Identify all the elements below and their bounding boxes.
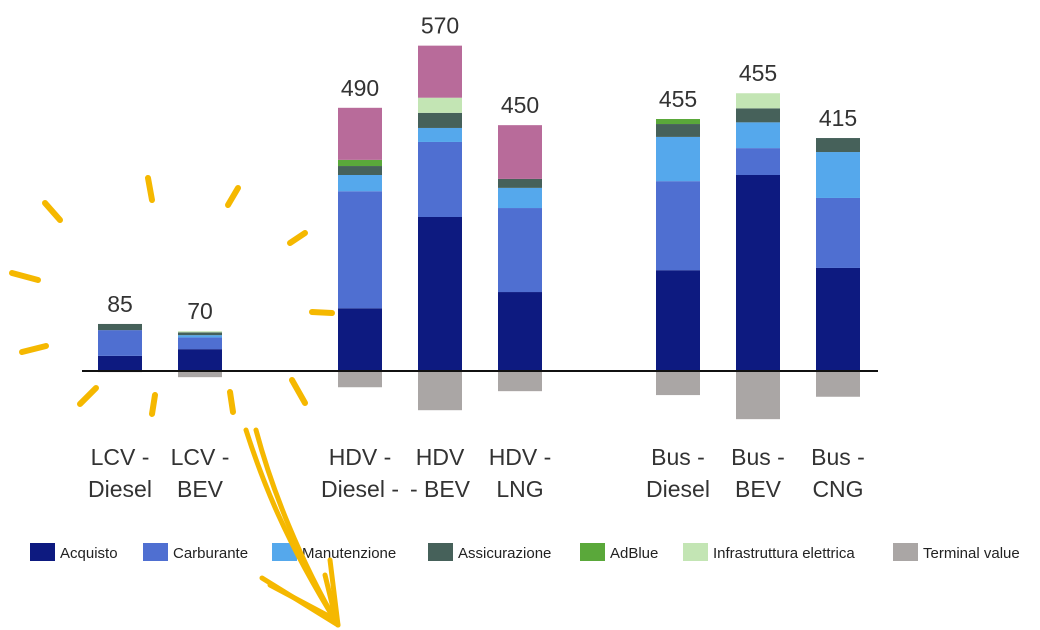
- bar-segment: [656, 119, 700, 125]
- category-label: Bus - CNG: [811, 444, 865, 502]
- category-label: HDV - LNG: [489, 444, 552, 502]
- bar-segment: [736, 371, 780, 420]
- bar-segment: [338, 107, 382, 160]
- bar-segment: [178, 337, 222, 350]
- category-line: HDV -: [329, 444, 392, 470]
- bar-segment: [418, 112, 462, 128]
- bar-segment: [736, 175, 780, 371]
- bar-segment: [498, 187, 542, 209]
- category-line: HDV: [416, 444, 465, 470]
- bar-segment: [816, 371, 860, 397]
- total-label: 570: [421, 13, 459, 39]
- arrow-decoration: [243, 427, 341, 628]
- category-line: BEV: [177, 476, 224, 502]
- bar-segment: [656, 136, 700, 182]
- bar-segment: [656, 124, 700, 137]
- bar-segment: [498, 125, 542, 179]
- category-label: LCV - Diesel: [88, 444, 152, 502]
- category-label: Bus - BEV: [731, 444, 785, 502]
- category-line: Bus -: [651, 444, 705, 470]
- bar-segment: [498, 208, 542, 293]
- legend-label: Carburante: [173, 545, 248, 562]
- category-line: HDV -: [489, 444, 552, 470]
- legend-swatch: [30, 543, 55, 561]
- bar-segment: [338, 191, 382, 309]
- sun-decoration: [9, 175, 335, 417]
- bar-segment: [736, 122, 780, 149]
- legend-label: Assicurazione: [458, 545, 551, 562]
- bar-segment: [498, 292, 542, 371]
- bar-segment: [498, 178, 542, 188]
- bar-segment: [338, 166, 382, 175]
- bar-segment: [418, 141, 462, 217]
- legend-label: Acquisto: [60, 545, 118, 562]
- category-line: LNG: [496, 476, 543, 502]
- bar-segment: [418, 97, 462, 113]
- category-line: - BEV: [410, 476, 471, 502]
- category-line: Diesel: [646, 476, 710, 502]
- bar-segment: [178, 371, 222, 378]
- bar-segment: [736, 93, 780, 109]
- bar-segment: [816, 152, 860, 198]
- bar-segment: [338, 159, 382, 167]
- bar-segment: [418, 127, 462, 142]
- bar-segment: [498, 371, 542, 392]
- legend-label: Manutenzione: [302, 545, 396, 562]
- category-label: Bus - Diesel: [646, 444, 710, 502]
- bar-segment: [816, 197, 860, 268]
- bar-segment: [656, 371, 700, 396]
- total-label: 85: [107, 291, 133, 317]
- bar-segment: [656, 181, 700, 271]
- total-label: 490: [341, 75, 379, 101]
- legend-label: Infrastruttura elettrica: [713, 545, 855, 562]
- legend-label: Terminal value: [923, 545, 1020, 562]
- bar-segment: [338, 175, 382, 192]
- bar-segment: [178, 331, 222, 333]
- bar-segment: [98, 323, 142, 331]
- bar-segment: [816, 267, 860, 371]
- legend-label: AdBlue: [610, 545, 658, 562]
- category-line: Diesel -: [321, 476, 399, 502]
- bar-segment: [816, 138, 860, 153]
- category-label: HDV - Diesel -: [321, 444, 399, 502]
- total-label: 450: [501, 92, 539, 118]
- bar-segment: [178, 349, 222, 371]
- total-label: 455: [739, 60, 777, 86]
- legend-swatch: [272, 543, 297, 561]
- category-line: Bus -: [731, 444, 785, 470]
- category-label: HDV - BEV: [410, 444, 471, 502]
- bar-segment: [418, 371, 462, 411]
- bar-segment: [178, 335, 222, 338]
- bar-segment: [418, 217, 462, 371]
- category-line: LCV -: [91, 444, 150, 470]
- legend-swatch: [428, 543, 453, 561]
- bar-segment: [338, 371, 382, 388]
- category-line: BEV: [735, 476, 782, 502]
- bar-segment: [656, 270, 700, 371]
- category-label: LCV - BEV: [171, 444, 230, 502]
- total-label: 70: [187, 298, 213, 324]
- bar-segment: [736, 148, 780, 175]
- bar-segment: [736, 108, 780, 123]
- category-line: CNG: [812, 476, 863, 502]
- legend-swatch: [683, 543, 708, 561]
- legend-swatch: [580, 543, 605, 561]
- legend-swatch: [143, 543, 168, 561]
- category-line: Bus -: [811, 444, 865, 470]
- legend-swatch: [893, 543, 918, 561]
- category-line: LCV -: [171, 444, 230, 470]
- bar-segment: [418, 45, 462, 98]
- bar-segment: [98, 355, 142, 371]
- bar-segment: [98, 330, 142, 356]
- total-label: 455: [659, 86, 697, 112]
- total-label: 415: [819, 105, 857, 131]
- category-line: Diesel: [88, 476, 152, 502]
- bar-segment: [178, 332, 222, 336]
- bar-segment: [338, 308, 382, 371]
